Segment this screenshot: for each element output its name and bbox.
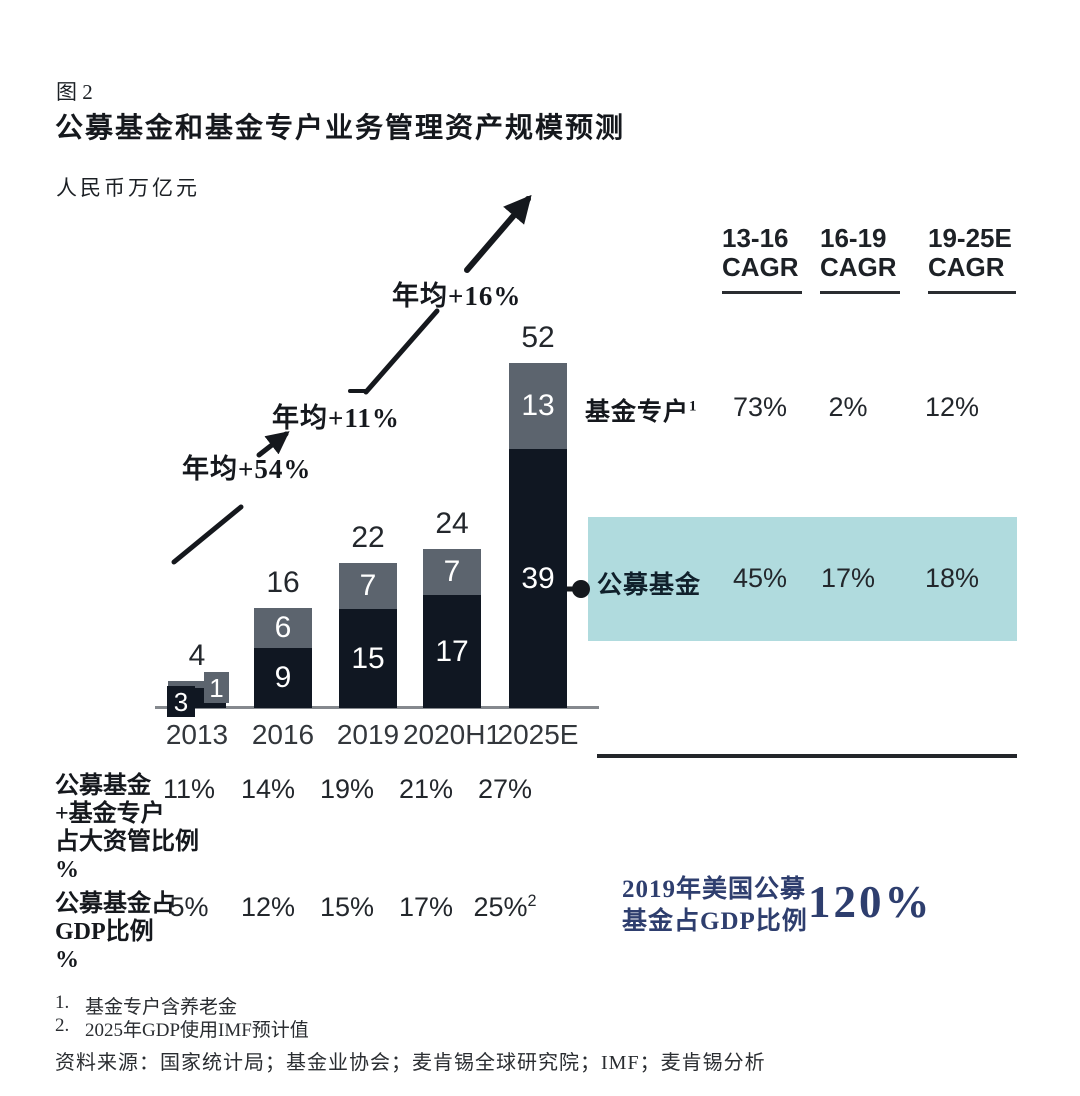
segment-separate-accounts: 7	[339, 563, 397, 609]
unit-label: 人民币万亿元	[56, 176, 200, 200]
stat-value: 17%	[398, 892, 454, 922]
table-separator-line	[597, 754, 1017, 758]
segment-separate-accounts: 7	[423, 549, 481, 595]
x-axis-label-2013: 2013	[165, 719, 229, 750]
bar-total-label: 52	[521, 321, 555, 354]
cagr-period: 13-16	[722, 223, 789, 253]
segment-mutual-funds: 17	[423, 595, 481, 708]
stat-value: 12%	[240, 892, 296, 922]
growth-label-16-19: 年均+11%	[272, 403, 400, 433]
x-axis-label-2019: 2019	[336, 719, 400, 750]
figure-title: 公募基金和基金专户业务管理资产规模预测	[55, 113, 626, 144]
stat-row1-label: 公募基金 +基金专户 占大资管比例 %	[55, 773, 199, 883]
bar-segment-label: 3	[167, 686, 195, 717]
bar-total-label: 22	[351, 521, 385, 554]
bar-total-label: 16	[266, 566, 300, 599]
segment-separate-accounts	[168, 681, 226, 688]
bar-2019: 22 7 15	[339, 523, 397, 708]
us-benchmark-callout: 2019年美国公募 基金占GDP比例	[622, 876, 808, 935]
cagr-row-label-mutual-funds: 公募基金	[597, 572, 702, 599]
growth-label-19-25: 年均+16%	[392, 281, 522, 311]
figure-number: 图 2	[56, 80, 93, 104]
growth-line-2019	[363, 308, 440, 395]
cagr-underline	[722, 291, 802, 294]
stat-value: 5%	[169, 892, 209, 922]
segment-mutual-funds: 9	[254, 648, 312, 708]
bar-2020H1: 24 7 17	[423, 509, 481, 708]
stat-value: 25%2	[473, 892, 537, 922]
growth-line-2013	[171, 504, 244, 565]
segment-mutual-funds: 15	[339, 609, 397, 708]
cagr-period: 16-19	[820, 223, 887, 253]
growth-arrow-top-icon	[464, 194, 532, 273]
footnote-ref-2: 2	[527, 892, 537, 910]
cagr-period: 19-25E	[928, 223, 1012, 253]
cagr-caption: CAGR	[722, 252, 799, 282]
segment-mutual-funds: 39	[509, 449, 567, 708]
cagr-column-header-13-16: 13-16 CAGR	[722, 224, 802, 294]
segment-separate-accounts: 13	[509, 363, 567, 449]
cagr-value: 45%	[732, 563, 788, 593]
stat-value: 27%	[477, 774, 533, 804]
footnote-1: 1. 基金专户含养老金	[55, 992, 238, 1018]
cagr-column-header-19-25E: 19-25E CAGR	[928, 224, 1016, 294]
bar-segment-label: 1	[204, 672, 229, 703]
source-line: 资料来源：国家统计局；基金业协会；麦肯锡全球研究院；IMF；麦肯锡分析	[55, 1052, 766, 1074]
cagr-value: 12%	[924, 392, 980, 422]
segment-separate-accounts: 6	[254, 608, 312, 648]
x-axis-label-2016: 2016	[251, 719, 315, 750]
x-axis-label-2025E: 2025E	[497, 719, 579, 750]
highlight-band	[588, 517, 1017, 641]
bar-total-label: 24	[435, 507, 469, 540]
bar-2025E: 52 13 39	[509, 323, 567, 708]
cagr-caption: CAGR	[928, 252, 1005, 282]
cagr-value: 73%	[732, 392, 788, 422]
stat-row2-label: 公募基金占 GDP比例 %	[55, 891, 175, 973]
footnote-2: 2. 2025年GDP使用IMF预计值	[55, 1015, 309, 1041]
x-axis-label-2020H1: 2020H1	[402, 719, 502, 750]
cagr-row-label-separate-accounts: 基金专户1	[585, 398, 698, 426]
cagr-value: 2%	[828, 392, 868, 422]
growth-label-13-16: 年均+54%	[182, 454, 312, 484]
cagr-column-header-16-19: 16-19 CAGR	[820, 224, 900, 294]
bar-total-label: 4	[188, 639, 206, 672]
footnote-ref-1: 1	[689, 398, 698, 415]
cagr-caption: CAGR	[820, 252, 897, 282]
cagr-underline	[928, 291, 1016, 294]
stat-value: 11%	[162, 774, 216, 804]
stat-value: 21%	[398, 774, 454, 804]
stat-value: 19%	[319, 774, 375, 804]
stat-value: 15%	[319, 892, 375, 922]
cagr-value: 18%	[924, 563, 980, 593]
bar-2016: 16 6 9	[254, 568, 312, 708]
cagr-underline	[820, 291, 900, 294]
us-benchmark-value: 120%	[808, 877, 933, 927]
cagr-value: 17%	[820, 563, 876, 593]
stat-value: 14%	[240, 774, 296, 804]
